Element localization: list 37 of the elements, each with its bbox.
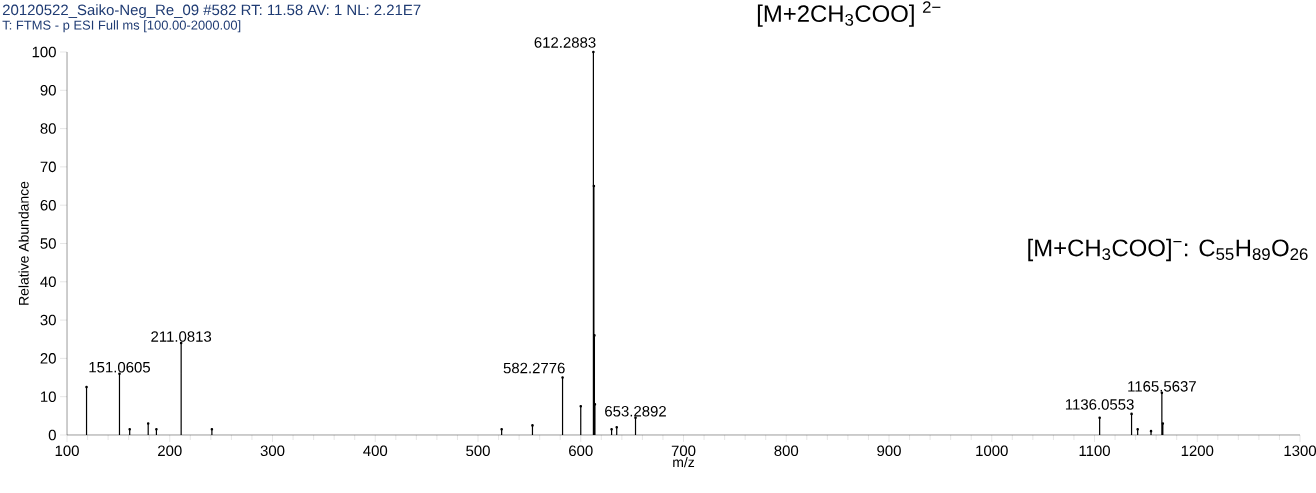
x-tick-label: 300 xyxy=(260,445,285,457)
annotation: 1165.5637 xyxy=(1128,381,1196,392)
x-tick-label: 700 xyxy=(671,445,696,457)
y-axis-title: Relative Abundance xyxy=(18,181,29,305)
y-tick-label: 90 xyxy=(40,84,56,96)
x-axis-title: m/z xyxy=(673,456,695,468)
text: [M+2CH$_{3}$COO] $^{2−}$ xyxy=(757,1,941,27)
annotation: 151.0605 xyxy=(89,361,151,373)
x-tick-label: 500 xyxy=(466,445,490,457)
chart-title: 20120522_Saiko-Neg_Re_09 #582 RT: 11.58 AV: 1 NL: 2.21E7 xyxy=(2,4,421,19)
y-tick-label: 30 xyxy=(40,314,56,326)
annotation: 612.2883 xyxy=(534,37,596,48)
annotation: 582.2776 xyxy=(503,362,565,374)
x-tick-label: 600 xyxy=(569,445,593,457)
y-tick-label: 0 xyxy=(48,429,56,441)
y-tick-label: 50 xyxy=(40,238,56,249)
annotation: 1136.0553 xyxy=(1065,399,1134,410)
y-tick-label: 20 xyxy=(40,353,56,364)
x-tick-label: 900 xyxy=(877,445,901,457)
x-tick-label: 1200 xyxy=(1181,445,1214,457)
y-tick-label: 40 xyxy=(40,276,56,288)
chart-subtitle: T: FTMS - p ESI Full ms [100.00-2000.00] xyxy=(2,20,241,33)
x-tick-label: 1300 xyxy=(1284,445,1316,457)
x-tick-label: 400 xyxy=(363,445,388,457)
y-tick-label: 80 xyxy=(40,123,56,134)
y-tick-label: 100 xyxy=(32,46,56,58)
annotation: 653.2892 xyxy=(605,405,666,417)
y-tick-label: 60 xyxy=(40,199,56,211)
x-tick-label: 100 xyxy=(55,445,79,457)
annotation: 211.0813 xyxy=(151,331,212,342)
y-tick-label: 70 xyxy=(40,161,56,173)
x-tick-label: 1100 xyxy=(1079,445,1110,457)
text: [M+CH$_{3}$COO]$^{−}$: C$_{55}$H$_{89}$O$_{26}$ xyxy=(1028,238,1308,262)
y-tick-label: 10 xyxy=(41,391,56,402)
x-tick-label: 800 xyxy=(774,445,799,457)
x-tick-label: 200 xyxy=(158,445,182,457)
x-tick-label: 1000 xyxy=(976,445,1008,457)
